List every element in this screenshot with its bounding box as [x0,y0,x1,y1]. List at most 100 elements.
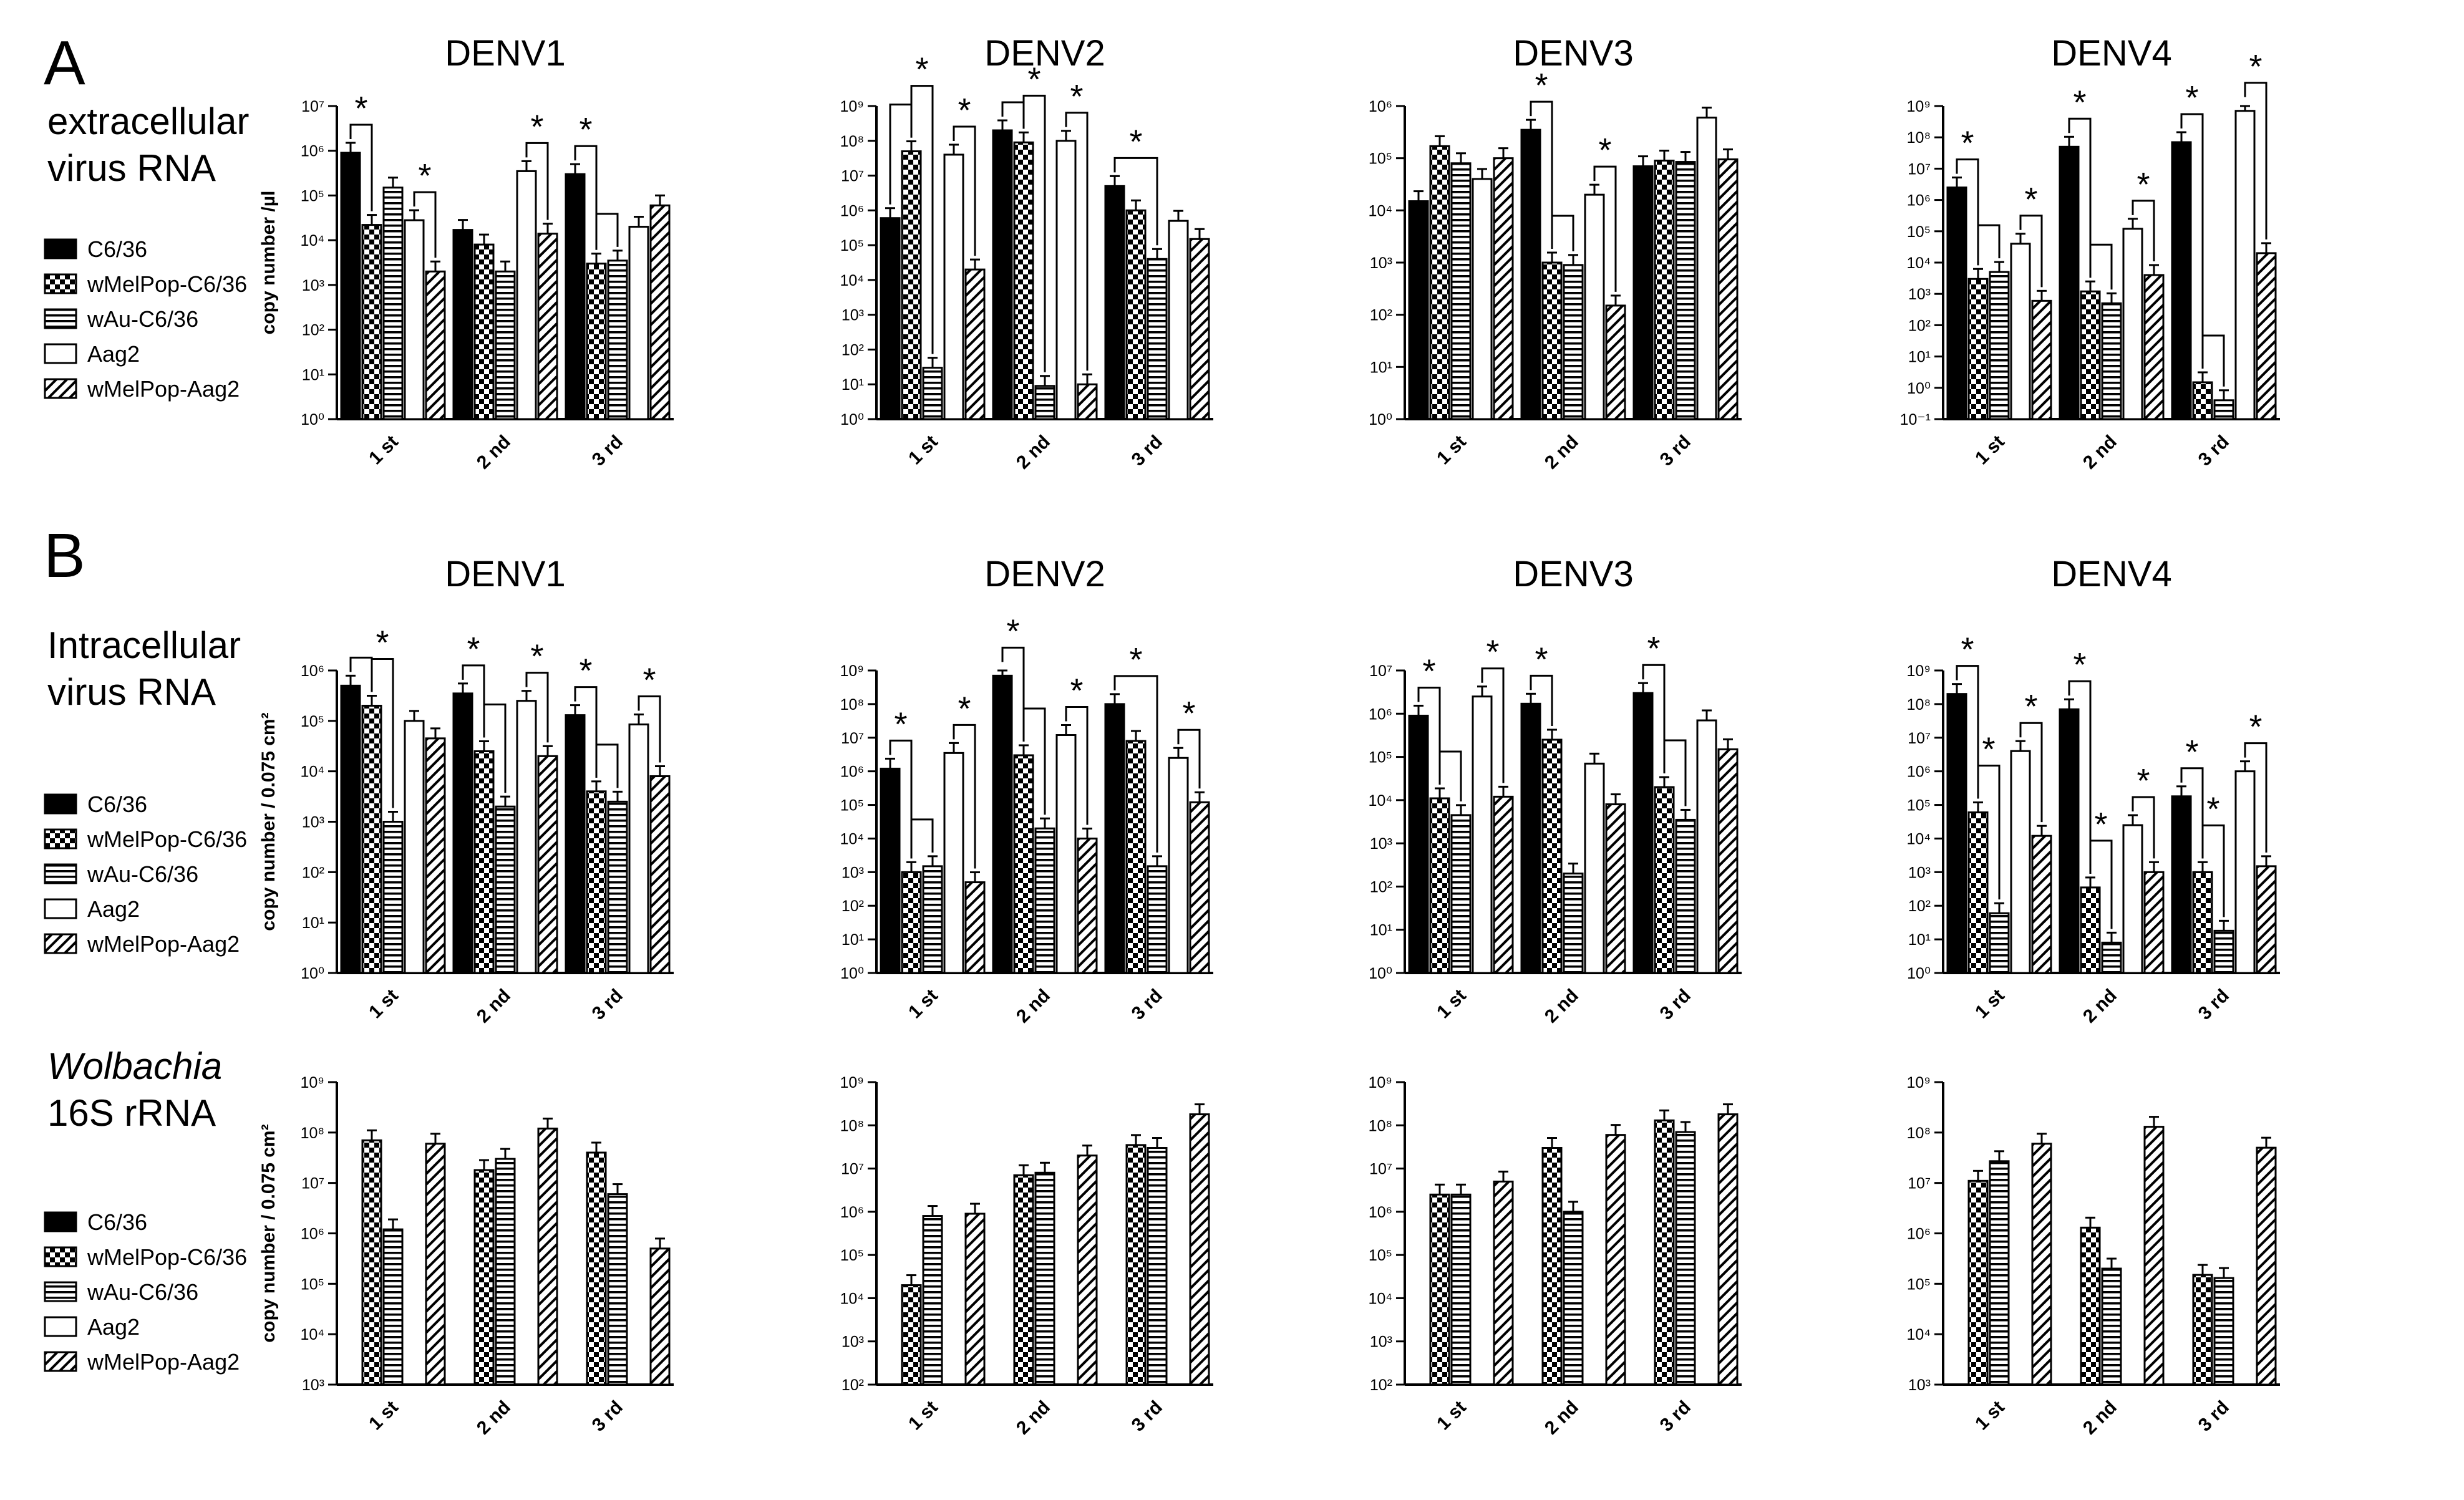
bar [1563,873,1584,974]
bar [628,226,649,420]
bar [2213,929,2234,974]
bar [1429,1193,1450,1386]
significance-bracket [2201,334,2225,387]
y-tick-label: 10² [302,322,324,339]
y-tick-label: 10⁴ [840,272,864,289]
bar [2192,1274,2213,1386]
bar [452,692,473,974]
bar [1147,258,1168,420]
bar [1675,161,1696,420]
x-tick-label: 1 st [905,1397,942,1435]
legend-label: C6/36 [87,1209,147,1235]
bar [1013,754,1034,974]
bar [516,700,537,974]
x-tick-label: 3 rd [2195,985,2233,1024]
significance-bracket [1065,706,1089,825]
significance-bracket [1177,728,1201,789]
x-tick-label: 2 nd [1012,1397,1054,1439]
bar [1605,1134,1626,1386]
legend-swatch [44,273,77,294]
row-a-label-line1: extracellular [47,100,249,142]
significance-star: * [1486,634,1499,671]
row-labels: A extracellular virus RNA B Intracellula… [44,28,249,1134]
row-c-label-line2: 16S rRNA [47,1092,216,1134]
x-tick-label: 2 nd [1541,1397,1583,1439]
bar [1034,827,1055,974]
bar [1654,159,1675,420]
x-tick-label: 1 st [1433,432,1470,469]
significance-bracket [2019,215,2043,288]
bar [1520,702,1541,974]
y-tick-label: 10⁰ [301,411,324,428]
bar [964,268,986,420]
y-tick-label: 10⁶ [1907,1226,1931,1243]
significance-star: * [2024,688,2037,725]
y-tick-label: 10⁰ [301,965,324,982]
y-tick-label: 10⁶ [301,662,324,680]
y-tick-label: 10⁸ [1369,1117,1392,1135]
bar [1429,145,1450,420]
y-tick-label: 10⁹ [1368,1074,1392,1091]
bar [1013,141,1034,420]
bar [473,243,495,420]
bar [2143,1126,2165,1386]
significance-star: * [1182,695,1195,732]
y-tick-label: 10¹ [302,366,324,384]
y-tick-label: 10⁴ [300,763,324,781]
y-tick-label: 10⁵ [840,1247,864,1264]
bar [1034,385,1055,420]
y-tick-label: 10⁶ [1369,705,1392,723]
significance-bracket [1593,165,1617,292]
bar [1429,797,1450,974]
significance-bracket [483,704,507,793]
chart-4: DENV4 10⁻¹ 10⁰ 10¹ 10² 10³ 10⁴ 10⁵ 10⁶ 10⁷ 10⁸ 10⁹ 1… [1900,33,2280,473]
significance-star: * [2206,790,2219,828]
chart-title: DENV1 [445,33,565,74]
legend: C6/36 wMelPop-C6/36 wAu-C6/36 Aag2 wMelPop-A… [44,236,247,402]
y-tick-label: 10¹ [302,914,324,932]
chart-title: DENV4 [2051,554,2171,594]
y-tick-label: 10⁸ [840,133,864,150]
bar [2031,835,2052,974]
x-tick-label: 2 nd [1012,985,1054,1027]
y-tick-label: 10⁵ [301,187,324,205]
bar [922,865,943,974]
bar [2031,299,2052,420]
legend-swatch [44,378,77,399]
x-tick-label: 2 nd [473,1397,515,1439]
y-tick-label: 10⁴ [840,830,864,848]
bar [361,705,382,974]
y-tick-label: 10⁷ [841,168,864,185]
y-tick-label: 10⁴ [300,1326,324,1343]
bar [1189,238,1210,420]
chart-9: copy number / 0.075 cm² 10³ 10⁴ 10⁵ 10⁶ 10⁷ 10… [258,1074,674,1439]
row-b-label-line1: Intracellular [47,624,241,666]
bar [2010,750,2031,974]
significance-star: * [894,705,907,743]
y-tick-label: 10⁵ [1907,223,1931,241]
legend-label: wMelPop-Aag2 [87,1349,240,1375]
bar [1055,140,1077,420]
y-tick-label: 10¹ [1908,349,1931,366]
bar [2059,145,2080,420]
bar [1493,795,1514,974]
significance-star: * [354,90,367,127]
significance-star: * [467,631,480,668]
chart-5: DENV1 copy number / 0.075 cm² 10⁰ 10¹ 10² 10³… [258,554,674,1027]
chart-1: DENV1 copy number /µl 10⁰ 10¹ 10² 10³ 10⁴ 10⁵ 10… [258,33,674,473]
bar [992,674,1013,974]
significance-star: * [579,111,592,148]
significance-bracket [2244,82,2268,240]
significance-bracket [2132,796,2155,859]
y-tick-label: 10¹ [1370,359,1392,376]
y-tick-label: 10⁵ [840,797,864,815]
row-a-label-line2: virus RNA [47,147,216,189]
bar [2059,708,2080,974]
x-tick-label: 2 nd [473,985,515,1027]
x-tick-label: 1 st [1971,1397,2009,1435]
y-tick-label: 10⁹ [840,98,864,115]
x-tick-label: 2 nd [1541,432,1583,473]
x-tick-label: 3 rd [588,432,627,470]
x-tick-label: 3 rd [2195,1397,2233,1436]
bar [1077,837,1098,974]
